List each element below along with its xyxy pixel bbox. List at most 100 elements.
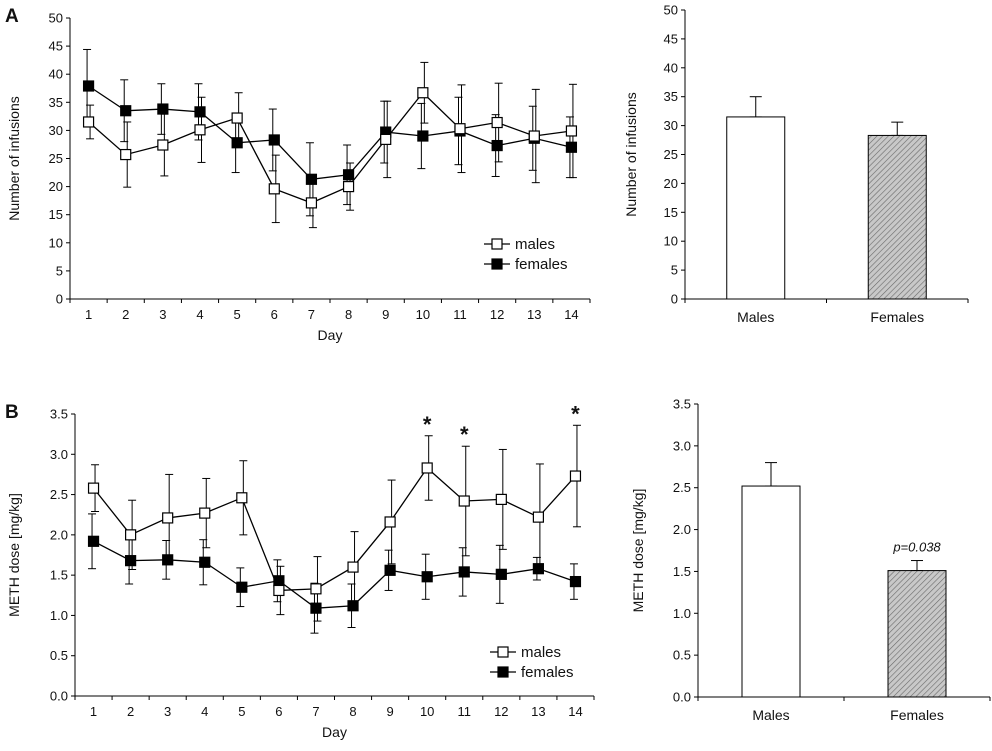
chart-b-line-x-tick-label: 8 — [349, 704, 356, 719]
chart-b-line-series-males-marker — [347, 561, 359, 573]
chart-a-line-x-tick-label: 8 — [345, 307, 352, 322]
chart-b-line-significance-asterisk: * — [460, 422, 469, 447]
chart-b-bar-y-tick-label: 3.5 — [673, 397, 691, 412]
chart-b-line-series-males-line — [93, 467, 576, 592]
chart-a-bar-y-tick-label: 15 — [664, 205, 678, 220]
chart-b-line-y-tick-label: 3.5 — [50, 407, 68, 422]
chart-b-line-legend: males females — [490, 644, 574, 681]
chart-b-line-x-tick-label: 2 — [127, 704, 134, 719]
panel-b-label: B — [5, 402, 19, 423]
chart-a-line-y-tick-label: 30 — [49, 123, 63, 138]
chart-a-line-series-females-marker — [565, 141, 578, 153]
chart-b-line-series-females-marker — [236, 581, 248, 593]
chart-b-bar-y-tick-label: 2.5 — [673, 480, 691, 495]
chart-a-line-x-tick-label: 13 — [527, 307, 541, 322]
chart-b-line-y-tick-label: 3.0 — [50, 447, 68, 462]
chart-b-line-legend-marker-males — [497, 646, 509, 658]
chart-a-line-x-tick-label: 5 — [234, 307, 241, 322]
chart-a-line-x-tick-label: 12 — [490, 307, 504, 322]
chart-b-line-series-females-marker — [199, 556, 211, 568]
chart-b-line-x-tick-label: 4 — [201, 704, 208, 719]
chart-a-line-series-females-marker — [491, 139, 503, 152]
chart-a-line-series-males-marker — [120, 148, 132, 161]
chart-b-line-significance-asterisk: * — [571, 401, 580, 426]
chart-a-line-y-tick-label: 5 — [56, 263, 63, 278]
chart-a-line-y-tick-label: 40 — [49, 67, 63, 82]
chart-b-line-x-tick-label: 14 — [568, 704, 582, 719]
chart-a-line-x-tick-label: 14 — [564, 307, 578, 322]
chart-a-line-legend-marker-females — [491, 258, 503, 270]
chart-b-line-x-tick-label: 13 — [531, 704, 545, 719]
chart-a-bar-y-tick-label: 45 — [664, 31, 678, 46]
chart-b-line-series-males-marker — [458, 495, 470, 507]
chart-a-bar-y-tick-label: 20 — [664, 176, 678, 191]
chart-b-line-y-tick-label: 2.0 — [50, 527, 68, 542]
chart-a-line-series-males-marker — [268, 183, 280, 195]
chart-a-bar-y-tick-label: 25 — [664, 147, 678, 162]
chart-a-line-y-tick-label: 35 — [49, 95, 63, 110]
chart-b-line-legend-label-females: females — [521, 664, 574, 681]
chart-a-bar-y-tick-label: 35 — [664, 89, 678, 104]
chart-a-bar-y-tick-label: 0 — [671, 292, 678, 307]
chart-b-line-y-tick-label: 1.0 — [50, 608, 68, 623]
chart-b-line-series-males-marker — [125, 529, 137, 541]
chart-b-line-significance-asterisk: * — [423, 412, 432, 437]
chart-a-line-series-females-marker — [342, 169, 355, 181]
chart-b-bar-y-tick-label: 1.5 — [673, 564, 691, 579]
chart-a-line-series-males-marker — [491, 116, 503, 129]
chart-a-line-series-females-marker — [305, 173, 318, 185]
chart-b-line-y-axis-label: METH dose [mg/kg] — [6, 493, 22, 617]
chart-a-line-series-females-line — [88, 85, 572, 180]
chart-a-bar-y-tick-label: 50 — [664, 3, 678, 18]
chart-b-line-x-axis-label: Day — [322, 724, 347, 740]
chart-b-bar-meth-dose: 0.0 0.5 1.0 1.5 2.0 2.5 3.0 3.5 METH dose [mg/kg… — [630, 397, 991, 723]
chart-b-line-series-females-marker — [532, 563, 544, 575]
chart-b-line-series-males-marker — [236, 492, 248, 504]
chart-a-line-series-females-marker — [120, 105, 132, 117]
chart-b-bar-x-tick-label: Males — [752, 707, 789, 723]
chart-a-line-y-tick-label: 45 — [49, 39, 63, 54]
chart-b-line-series-females-marker — [384, 564, 396, 576]
chart-b-bar-y-tick-label: 3.0 — [673, 438, 691, 453]
chart-b-line-x-tick-label: 11 — [458, 704, 472, 719]
chart-a-line-y-tick-label: 0 — [56, 292, 63, 307]
chart-b-line-series-males-marker — [495, 493, 507, 506]
chart-b-line-x-tick-label: 6 — [275, 704, 282, 719]
chart-b-bar-y-tick-label: 1.0 — [673, 606, 691, 621]
chart-a-line-series-males-marker — [342, 181, 355, 193]
chart-a-line-x-tick-label: 9 — [382, 307, 389, 322]
chart-a-line-series-males-marker — [417, 87, 429, 99]
chart-b-line-series-males-marker — [310, 583, 322, 595]
chart-a-line-series-females-marker — [268, 134, 280, 146]
chart-a-line-x-tick-label: 1 — [85, 307, 92, 322]
chart-a-line-y-axis-label: Number of infusions — [6, 96, 22, 221]
chart-a-line-series-males-marker — [454, 123, 466, 135]
chart-b-line-x-tick-label: 10 — [420, 704, 434, 719]
chart-a-line-series-females-marker — [82, 80, 95, 92]
chart-a-line-x-tick-label: 2 — [122, 307, 129, 322]
chart-a-line-y-tick-label: 15 — [49, 207, 63, 222]
chart-b-line-series-females-marker — [458, 566, 470, 578]
chart-a-bar-y-tick-label: 30 — [664, 118, 678, 133]
chart-a-bar-y-axis-label: Number of infusions — [623, 92, 639, 217]
chart-b-bar-bar-males — [741, 485, 801, 698]
chart-a-bar-y-tick-label: 40 — [664, 60, 678, 75]
chart-a-line-series-males-marker — [194, 124, 206, 136]
chart-a-line-x-tick-label: 10 — [416, 307, 430, 322]
chart-b-bar-y-tick-label: 2.0 — [673, 522, 691, 537]
chart-b-line-series-males-marker — [162, 512, 174, 524]
chart-b-line-series-males-marker — [384, 516, 396, 528]
chart-a-line-series-females-marker — [231, 137, 243, 149]
panel-a-label: A — [5, 6, 19, 27]
chart-b-line-series-males-marker — [87, 482, 100, 494]
chart-a-line-series-males-marker — [305, 197, 318, 209]
chart-b-bar-y-tick-label: 0.0 — [673, 690, 691, 705]
chart-a-line-y-tick-label: 50 — [49, 11, 63, 26]
chart-a-line-series-females-marker — [194, 106, 206, 118]
chart-b-line-x-tick-label: 9 — [386, 704, 393, 719]
chart-a-bar-y-tick-label: 10 — [664, 234, 678, 249]
chart-a-line-series-males-marker — [82, 116, 95, 128]
chart-b-line-y-tick-label: 1.5 — [50, 568, 68, 583]
chart-a-line-series-males-marker — [157, 139, 169, 151]
